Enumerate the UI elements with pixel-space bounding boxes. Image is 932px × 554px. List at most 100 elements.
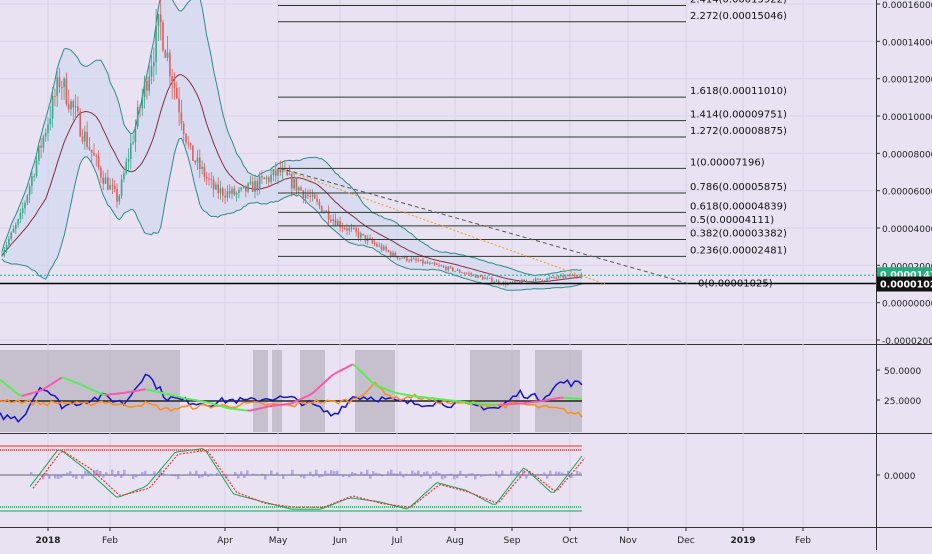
osc-histogram-bar (429, 475, 432, 479)
candle-body (119, 196, 121, 202)
candle-body (89, 147, 91, 150)
adx-segment (65, 378, 69, 379)
adx-segment (258, 408, 262, 409)
candle-body (441, 266, 443, 267)
adx-segment (546, 400, 550, 401)
osc-histogram-bar (198, 475, 201, 478)
adx-segment (200, 401, 204, 402)
candle-body (1, 255, 3, 256)
candle-body (491, 278, 493, 282)
candle-body (43, 136, 45, 147)
candle-body (466, 273, 468, 274)
candle-body (24, 203, 26, 209)
osc-histogram-bar (84, 471, 87, 475)
base-price-badge: 0.00001027 (877, 276, 932, 291)
osc-histogram-bar (450, 474, 453, 475)
candle-body (137, 107, 139, 127)
candle-body (291, 174, 293, 189)
candle-body (227, 191, 229, 198)
osc-histogram-bar (483, 475, 486, 476)
osc-histogram-bar (270, 470, 273, 475)
candle-body (261, 176, 263, 177)
candle-body (107, 177, 109, 189)
osc-histogram-bar (132, 475, 135, 479)
candle-body (385, 247, 387, 250)
dmi-shade (272, 350, 282, 432)
osc-histogram-bar (510, 470, 513, 475)
osc-histogram-bar (411, 470, 414, 475)
candle-body (470, 274, 472, 275)
osc-histogram-bar (336, 471, 339, 475)
candle-body (50, 119, 52, 125)
adx-segment (222, 406, 226, 407)
candle-body (369, 238, 371, 239)
candle-body (482, 277, 484, 280)
candle-body (201, 167, 203, 169)
osc-histogram-bar (432, 473, 435, 475)
candle (79, 108, 81, 137)
candle-body (457, 270, 459, 271)
osc-histogram-bar (468, 474, 471, 475)
candle-body (22, 208, 24, 213)
candle-body (296, 179, 298, 190)
candle-body (544, 280, 546, 281)
adx-segment (189, 399, 193, 400)
candle-body (489, 278, 491, 279)
adx-segment (186, 398, 190, 399)
candle-body (270, 175, 272, 182)
candle-body (128, 159, 130, 162)
candle-body (342, 227, 344, 228)
candle-body (93, 153, 95, 156)
osc-histogram-bar (216, 473, 219, 475)
candle-body (355, 228, 357, 232)
osc-histogram-bar (492, 474, 495, 475)
candle-body (493, 282, 495, 283)
candle-body (443, 266, 445, 267)
dmi-shade (300, 350, 325, 432)
candle-body (565, 276, 567, 278)
osc-tick-label: 0.0000 (884, 472, 916, 482)
candle-body (326, 211, 328, 212)
candle-body (234, 189, 236, 195)
osc-histogram-bar (48, 475, 51, 479)
candle-body (353, 228, 355, 229)
candle-body (298, 187, 300, 190)
osc-histogram-bar (66, 473, 69, 475)
adx-segment (22, 395, 26, 396)
adx-segment (80, 384, 84, 386)
candle-body (125, 162, 127, 174)
candle-body (169, 53, 171, 77)
osc-histogram-bar (420, 475, 423, 477)
candle-body (142, 97, 144, 108)
osc-histogram-bar (252, 474, 255, 475)
candle-body (546, 278, 548, 280)
osc-histogram-bar (81, 475, 84, 479)
adx-segment (135, 390, 139, 391)
candle-body (551, 277, 553, 278)
candle-body (155, 26, 157, 62)
candle-body (406, 256, 408, 260)
candle-body (408, 261, 410, 262)
candle-body (514, 281, 516, 282)
candle-body (438, 265, 440, 266)
adx-segment (207, 402, 211, 403)
candle-body (556, 278, 558, 279)
candle-body (257, 181, 259, 189)
candle-body (247, 184, 249, 192)
candle-body (388, 250, 390, 252)
adx-segment (255, 409, 259, 410)
candle-body (63, 79, 65, 88)
fib-level-label: 1.618(0.00011010) (690, 86, 787, 97)
candle-body (484, 278, 486, 279)
osc-histogram-bar (171, 475, 174, 476)
time-tick-label: Apr (217, 536, 233, 546)
osc-histogram-bar (300, 475, 303, 477)
time-tick-label: Feb (795, 536, 811, 546)
candle-body (116, 189, 118, 202)
candle-body (349, 228, 351, 230)
osc-histogram-bar (513, 473, 516, 475)
candle-body (68, 104, 70, 109)
candle-body (332, 219, 334, 221)
